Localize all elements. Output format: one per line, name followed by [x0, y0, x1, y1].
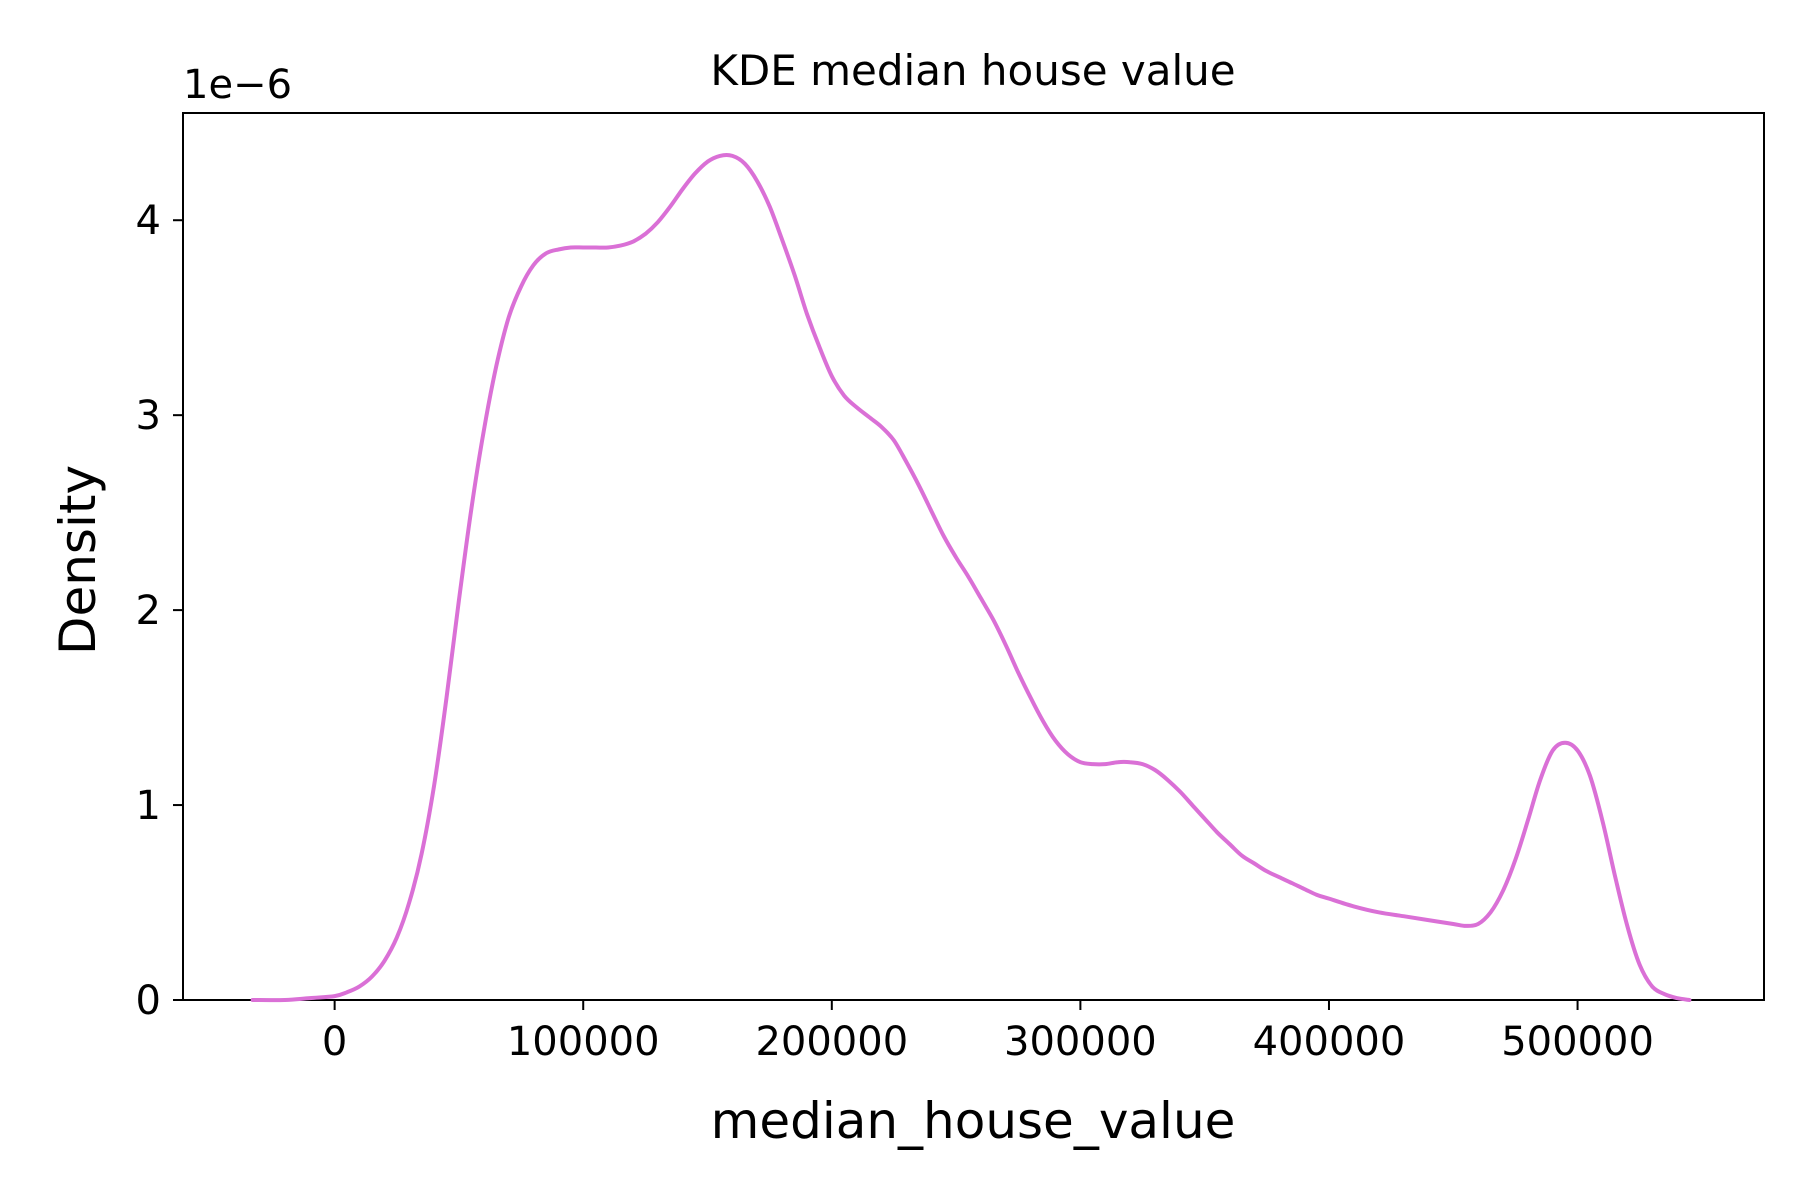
x-tick-label: 400000: [1253, 1019, 1406, 1065]
y-tick-label: 2: [136, 588, 161, 634]
y-axis-offset-label: 1e−6: [183, 62, 292, 108]
y-tick-label: 0: [136, 978, 161, 1024]
x-tick-label: 0: [322, 1019, 347, 1065]
x-tick-label: 300000: [1004, 1019, 1157, 1065]
x-tick-label: 100000: [507, 1019, 660, 1065]
x-axis-title: median_house_value: [711, 1092, 1236, 1150]
kde-curve: [250, 153, 1692, 1003]
y-axis-title: Density: [49, 465, 107, 655]
y-tick-label: 3: [136, 393, 161, 439]
x-tick-label: 500000: [1501, 1019, 1654, 1065]
plot-frame: [182, 112, 1765, 1001]
chart-title: KDE median house value: [710, 46, 1235, 95]
x-axis-ticks: 0 100000 200000 300000 400000 500000: [322, 1000, 1654, 1065]
y-axis-ticks: 0 1 2 3 4: [136, 198, 183, 1024]
y-tick-label: 4: [136, 198, 161, 244]
y-tick-label: 1: [136, 783, 161, 829]
x-tick-label: 200000: [755, 1019, 908, 1065]
